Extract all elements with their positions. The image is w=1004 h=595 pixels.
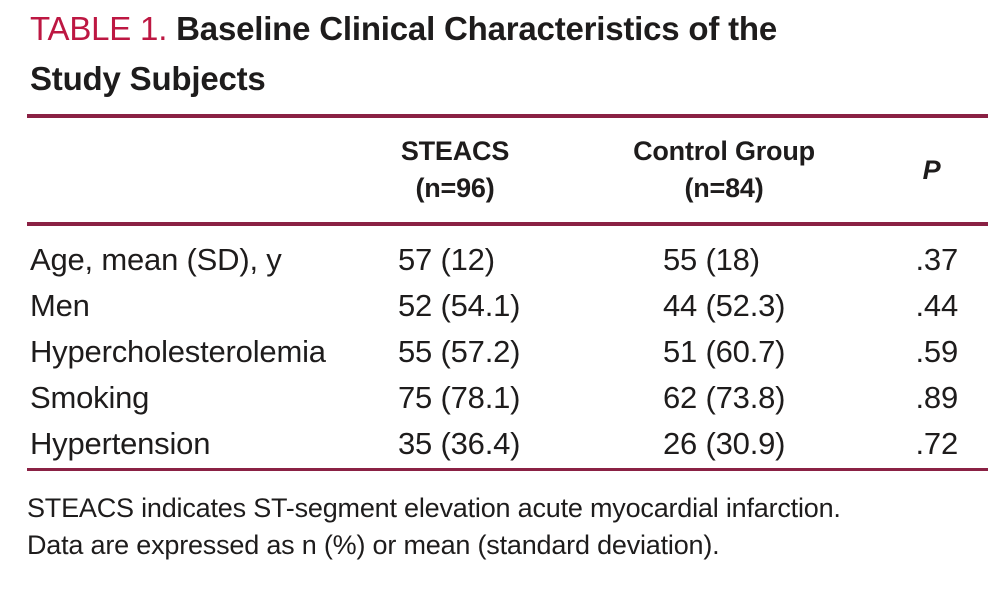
table-number-label: TABLE 1. xyxy=(30,10,168,47)
steacs-value: 52 (54.1) xyxy=(398,288,521,323)
steacs-value: 75 (78.1) xyxy=(398,380,521,415)
row-label: Hypercholesterolemia xyxy=(30,334,326,369)
table-header-row: STEACS (n=96) Control Group (n=84) P xyxy=(27,118,988,222)
p-value: .44 xyxy=(915,288,959,323)
header-p-value: P xyxy=(922,154,941,185)
table-row: Hypertension 35 (36.4) 26 (30.9) .72 xyxy=(27,421,988,467)
header-steacs-n: (n=96) xyxy=(415,173,495,203)
row-label: Age, mean (SD), y xyxy=(30,242,282,277)
footnote-abbreviation: STEACS indicates ST-segment elevation ac… xyxy=(27,493,841,523)
header-divider-rule xyxy=(27,222,988,226)
top-rule xyxy=(27,114,988,118)
steacs-value: 55 (57.2) xyxy=(398,334,521,369)
p-value: .72 xyxy=(915,426,959,461)
bottom-rule xyxy=(27,468,988,471)
row-label: Men xyxy=(30,288,90,323)
p-value: .89 xyxy=(915,380,959,415)
control-value: 62 (73.8) xyxy=(663,380,786,415)
header-steacs-label: STEACS xyxy=(400,136,510,166)
table-footnotes: STEACS indicates ST-segment elevation ac… xyxy=(27,490,988,564)
p-value: .59 xyxy=(915,334,959,369)
control-value: 55 (18) xyxy=(663,242,760,277)
control-value: 26 (30.9) xyxy=(663,426,786,461)
header-control-n: (n=84) xyxy=(684,173,764,203)
header-steacs: STEACS (n=96) xyxy=(367,133,543,207)
header-control-label: Control Group xyxy=(633,136,815,166)
row-label: Smoking xyxy=(30,380,150,415)
table-row: Men 52 (54.1) 44 (52.3) .44 xyxy=(27,283,988,329)
table-row: Age, mean (SD), y 57 (12) 55 (18) .37 xyxy=(27,237,988,283)
table-row: Hypercholesterolemia 55 (57.2) 51 (60.7)… xyxy=(27,329,988,375)
steacs-value: 57 (12) xyxy=(398,242,495,277)
steacs-value: 35 (36.4) xyxy=(398,426,521,461)
p-value: .37 xyxy=(915,242,959,277)
control-value: 44 (52.3) xyxy=(663,288,786,323)
control-value: 51 (60.7) xyxy=(663,334,786,369)
table-title: TABLE 1. Baseline Clinical Characteristi… xyxy=(30,4,875,104)
table-title-text: Baseline Clinical Characteristics of the… xyxy=(30,10,778,97)
table-body: Age, mean (SD), y 57 (12) 55 (18) .37 Me… xyxy=(27,237,988,467)
row-label: Hypertension xyxy=(30,426,211,461)
footnote-data-format: Data are expressed as n (%) or mean (sta… xyxy=(27,530,720,560)
table-row: Smoking 75 (78.1) 62 (73.8) .89 xyxy=(27,375,988,421)
header-control-group: Control Group (n=84) xyxy=(543,133,905,207)
